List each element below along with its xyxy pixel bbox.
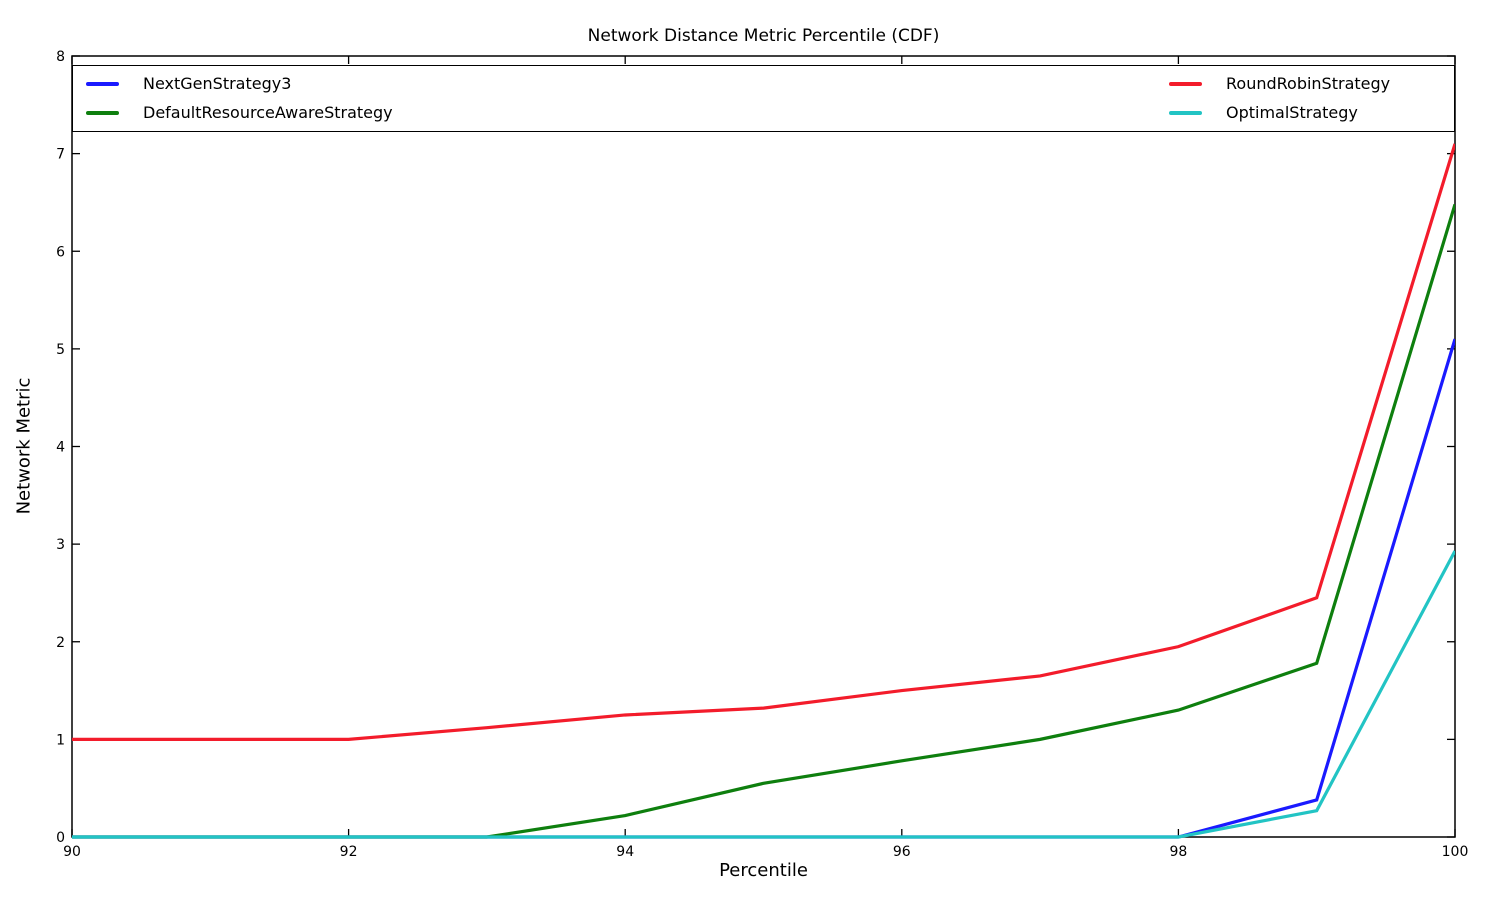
x-tick-label: 90 — [63, 844, 81, 860]
y-tick-label: 3 — [56, 537, 65, 553]
x-tick-label: 92 — [340, 844, 358, 860]
legend-column-0: NextGenStrategy3 DefaultResourceAwareStra… — [86, 66, 393, 131]
legend-item-RoundRobinStrategy: RoundRobinStrategy — [1169, 69, 1390, 98]
y-tick-label: 2 — [56, 635, 65, 651]
chart-title: Network Distance Metric Percentile (CDF) — [587, 26, 940, 46]
x-tick-label: 100 — [1442, 844, 1469, 860]
legend: NextGenStrategy3 DefaultResourceAwareStra… — [72, 65, 1455, 132]
y-tick-label: 7 — [56, 147, 65, 163]
legend-swatch-icon — [1169, 111, 1202, 116]
legend-column-1: RoundRobinStrategy OptimalStrategy — [1169, 66, 1390, 131]
y-tick-label: 0 — [56, 830, 65, 846]
legend-label: NextGenStrategy3 — [143, 73, 292, 93]
x-tick-label: 98 — [1169, 844, 1187, 860]
legend-swatch-icon — [86, 81, 119, 86]
series-line-DefaultResourceAwareStrategy — [72, 203, 1455, 839]
series-line-RoundRobinStrategy — [72, 143, 1455, 741]
series-line-OptimalStrategy — [72, 550, 1455, 839]
legend-swatch-icon — [86, 111, 119, 116]
legend-item-NextGenStrategy3: NextGenStrategy3 — [86, 69, 393, 98]
y-tick-label: 5 — [56, 342, 65, 358]
legend-item-DefaultResourceAwareStrategy: DefaultResourceAwareStrategy — [86, 99, 393, 128]
legend-label: DefaultResourceAwareStrategy — [143, 103, 393, 123]
y-tick-label: 8 — [56, 49, 65, 65]
axes-spines — [71, 55, 1456, 838]
legend-item-OptimalStrategy: OptimalStrategy — [1169, 99, 1390, 128]
y-tick-label: 6 — [56, 244, 65, 260]
x-tick-label: 96 — [893, 844, 911, 860]
legend-label: RoundRobinStrategy — [1226, 73, 1391, 93]
series-line-NextGenStrategy3 — [72, 338, 1455, 839]
y-tick-label: 1 — [56, 732, 65, 748]
legend-label: OptimalStrategy — [1226, 103, 1358, 123]
y-tick-label: 4 — [56, 440, 65, 456]
x-axis-label: Percentile — [719, 860, 808, 881]
y-axis-label: Network Metric — [13, 377, 35, 515]
x-tick-label: 94 — [616, 844, 634, 860]
legend-swatch-icon — [1169, 81, 1202, 86]
